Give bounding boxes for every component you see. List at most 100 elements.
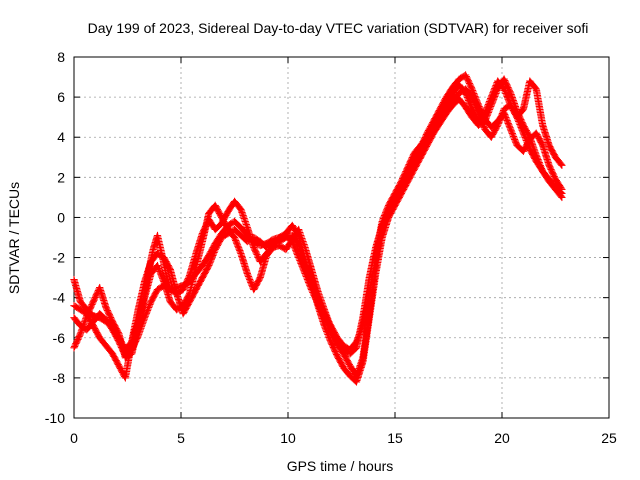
data-point	[233, 200, 236, 202]
data-point	[131, 341, 133, 343]
data-point	[195, 289, 197, 291]
data-point	[471, 88, 473, 90]
data-point	[188, 275, 191, 277]
data-point	[291, 224, 293, 227]
data-point	[253, 289, 255, 291]
data-point	[497, 124, 499, 126]
data-point	[111, 353, 114, 355]
data-point	[169, 268, 171, 271]
data-point	[522, 108, 525, 110]
y-tick-label: -4	[53, 290, 66, 306]
data-point	[221, 216, 223, 219]
data-point	[522, 124, 525, 126]
x-tick-label: 0	[70, 430, 78, 446]
data-point	[529, 148, 531, 150]
data-point	[99, 313, 101, 315]
data-point	[349, 353, 351, 355]
data-point	[73, 305, 75, 307]
data-point	[465, 92, 467, 94]
data-point	[561, 164, 563, 166]
data-point	[240, 234, 242, 237]
data-point	[548, 180, 550, 182]
data-point	[465, 106, 467, 108]
data-point	[272, 246, 274, 249]
data-point	[310, 268, 313, 271]
data-point	[163, 281, 165, 283]
data-point	[522, 132, 525, 134]
data-point	[452, 100, 454, 102]
data-point	[240, 252, 242, 255]
data-point	[477, 120, 480, 122]
data-point	[79, 301, 82, 303]
data-point	[201, 240, 203, 243]
data-point	[561, 188, 563, 190]
data-point	[156, 289, 159, 291]
y-axis-label: SDTVAR / TECUs	[6, 182, 22, 294]
data-point	[182, 289, 184, 291]
grid	[74, 57, 609, 418]
data-point	[362, 357, 364, 359]
data-point	[111, 329, 114, 331]
chart-title: Day 199 of 2023, Sidereal Day-to-day VTE…	[88, 20, 589, 36]
data-point	[86, 313, 88, 315]
data-point	[323, 313, 325, 315]
data-point	[548, 164, 550, 166]
data-point	[73, 317, 75, 319]
data-point	[458, 98, 460, 100]
data-point	[452, 92, 454, 94]
data-point	[86, 329, 88, 331]
data-point	[490, 96, 492, 98]
data-point	[355, 347, 358, 349]
data-point	[529, 138, 531, 140]
data-point	[156, 252, 159, 255]
data-point	[272, 238, 274, 241]
y-tick-label: 2	[57, 169, 65, 185]
data-point	[285, 248, 287, 251]
x-tick-label: 5	[177, 430, 185, 446]
data-point	[420, 144, 422, 146]
data-point	[503, 78, 505, 80]
data-point	[497, 120, 499, 122]
data-point	[201, 264, 203, 267]
data-point	[278, 240, 281, 243]
data-point	[336, 337, 338, 339]
data-point	[394, 192, 396, 194]
data-point	[227, 210, 229, 213]
data-point	[99, 337, 101, 339]
data-point	[165, 273, 167, 275]
data-point	[259, 240, 261, 243]
data-point	[152, 248, 154, 251]
y-tick-label: 4	[57, 129, 65, 145]
data-point	[169, 301, 171, 303]
data-point	[503, 108, 505, 110]
y-tick-label: -2	[53, 250, 66, 266]
data-point	[509, 92, 512, 94]
data-point	[535, 154, 537, 156]
data-point	[278, 244, 281, 247]
data-point	[400, 180, 403, 182]
data-point	[176, 309, 178, 311]
data-point	[182, 313, 184, 315]
data-point	[99, 287, 101, 289]
data-point	[144, 317, 146, 319]
data-point	[246, 240, 248, 243]
data-point	[426, 144, 428, 146]
data-point	[278, 236, 281, 239]
x-tick-label: 25	[601, 430, 617, 446]
data-point	[452, 104, 454, 106]
data-point	[259, 260, 261, 263]
x-tick-label: 20	[494, 430, 510, 446]
data-point	[227, 228, 229, 231]
data-point	[105, 319, 107, 321]
data-point	[137, 309, 139, 311]
data-point	[432, 128, 435, 130]
data-point	[343, 353, 345, 355]
data-point	[246, 226, 248, 229]
data-point	[413, 168, 415, 170]
data-point	[266, 254, 268, 257]
data-point	[214, 248, 216, 251]
data-point	[381, 220, 383, 223]
data-point	[156, 264, 159, 267]
y-tick-label: -10	[45, 410, 65, 426]
data-point	[304, 264, 306, 267]
